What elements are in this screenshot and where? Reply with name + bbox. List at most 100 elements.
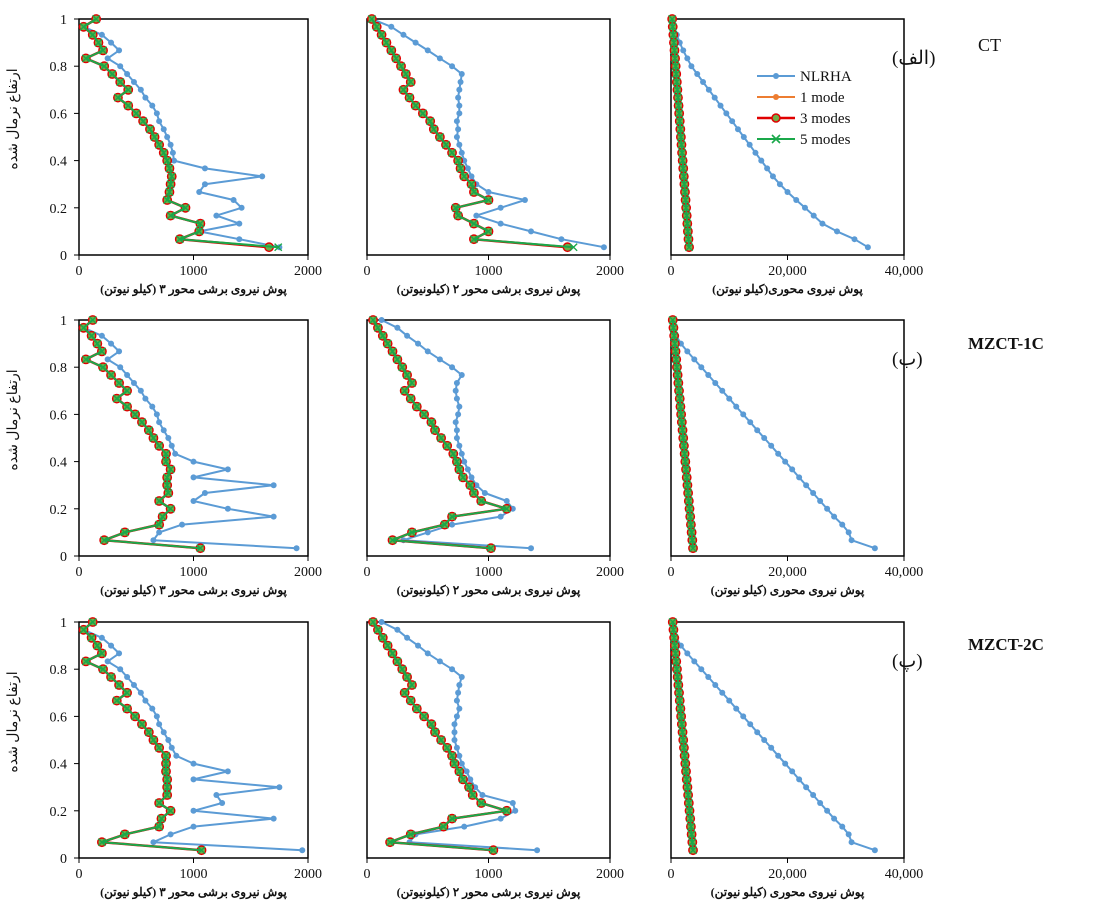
data-point (752, 149, 759, 156)
data-point (114, 680, 124, 690)
data-point (468, 474, 475, 481)
y-tick-label: 0.8 (50, 60, 68, 75)
data-point (429, 125, 438, 134)
data-point (717, 102, 724, 109)
panel-tag: (الف) (892, 48, 935, 69)
data-point (137, 689, 144, 696)
data-point (676, 402, 685, 411)
series-5-modes (368, 617, 511, 855)
data-point (681, 759, 690, 768)
data-point (398, 665, 407, 674)
data-point (139, 117, 148, 126)
data-point (156, 419, 163, 426)
data-point (469, 187, 479, 197)
data-point (393, 355, 402, 364)
data-point (165, 737, 172, 743)
data-point (469, 235, 479, 244)
data-point (373, 323, 383, 332)
data-point (108, 340, 115, 347)
data-point (740, 411, 747, 418)
data-point (674, 386, 684, 395)
data-point (684, 235, 693, 244)
x-tick-label: 1000 (180, 565, 208, 580)
data-point (670, 339, 679, 348)
data-point (124, 85, 133, 94)
data-point (98, 46, 108, 55)
plot-frame (670, 18, 905, 256)
data-point (688, 536, 697, 545)
data-point (224, 505, 231, 512)
data-point (687, 528, 696, 537)
data-point (684, 55, 691, 62)
x-tick-label: 20,000 (768, 867, 807, 882)
series-line (82, 319, 297, 550)
data-point (116, 47, 123, 54)
data-point (451, 203, 460, 212)
data-point (684, 798, 693, 808)
data-point (150, 537, 157, 544)
data-point (172, 450, 179, 457)
y-tick-label: 0.6 (50, 408, 68, 423)
data-point (775, 450, 782, 457)
data-point (452, 419, 459, 426)
series-3-modes (78, 617, 207, 856)
x-axis-label: پوش نیروی برشی محور ۲ (کیلونیوتن) (397, 282, 581, 297)
data-point (668, 22, 677, 31)
data-point (236, 220, 243, 227)
data-point (404, 332, 411, 339)
data-point (100, 62, 109, 71)
data-point (449, 666, 456, 673)
data-point (688, 846, 698, 855)
series-nlrha (80, 16, 283, 251)
row-labels: CT MZCT-1C MZCT-2C (968, 35, 1044, 654)
series-5-modes (367, 14, 578, 252)
data-point (453, 134, 460, 140)
data-point (733, 705, 740, 712)
data-point (682, 203, 691, 212)
data-point (796, 474, 803, 481)
data-point (455, 94, 462, 101)
data-point (230, 197, 237, 204)
data-point (674, 101, 683, 110)
data-point (453, 427, 460, 434)
y-axis-label: ارتفاع نرمال شده (6, 671, 21, 772)
data-point (108, 39, 115, 46)
data-point (440, 520, 449, 529)
data-point (398, 363, 407, 372)
data-point (92, 14, 101, 24)
data-point (686, 814, 695, 823)
x-tick-label: 20,000 (768, 264, 807, 279)
data-point (190, 498, 197, 505)
series-line (671, 621, 694, 851)
data-point (819, 220, 826, 227)
data-point (455, 126, 462, 133)
x-tick-label: 2000 (596, 264, 624, 279)
data-point (238, 204, 245, 211)
data-point (93, 641, 102, 650)
plot-frame (366, 621, 611, 859)
series-1-mode (368, 16, 571, 251)
data-point (132, 109, 141, 118)
data-point (97, 347, 106, 356)
data-point (484, 227, 493, 236)
data-point (81, 657, 90, 666)
series-line (671, 18, 691, 248)
data-point (673, 85, 682, 94)
series-line (370, 18, 568, 249)
y-tick-label: 0.4 (50, 758, 68, 773)
y-tick-label: 0 (60, 249, 67, 264)
data-point (367, 14, 376, 24)
data-point (678, 426, 687, 435)
series-nlrha (80, 317, 300, 552)
data-point (726, 395, 733, 402)
x-axis-label: پوش نیروی برشی محور ۳ (کیلو نیوتن) (100, 583, 287, 598)
data-point (385, 838, 395, 847)
data-point (457, 79, 464, 86)
data-point (534, 847, 541, 854)
data-point (775, 752, 782, 759)
legend-label-1-mode: 1 mode (800, 90, 845, 106)
data-point (680, 47, 687, 54)
data-point (424, 529, 431, 536)
data-point (670, 54, 680, 63)
